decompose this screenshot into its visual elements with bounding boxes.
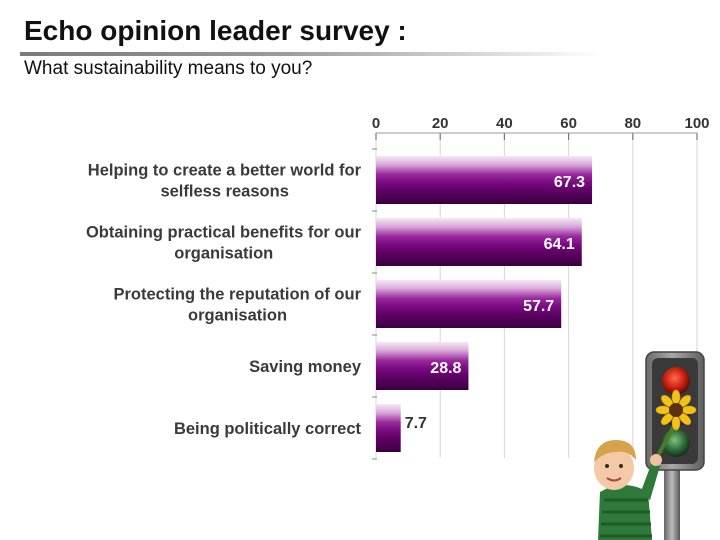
x-tick-label: 60 [560,115,577,132]
x-axis-ticks: 0 20 40 60 80 100 [372,115,710,460]
page-subtitle: What sustainability means to you? [24,58,313,79]
category-label: Obtaining practical benefits for our [86,224,362,242]
category-label: selfless reasons [160,183,288,201]
category-label: Being politically correct [174,420,362,438]
category-label: Saving money [249,358,362,376]
page-title: Echo opinion leader survey : [24,15,407,46]
bars: 67.3 64.1 57.7 28.8 7.7 [376,156,593,452]
title-underline [20,52,600,56]
category-labels: Helping to create a better world for self… [86,162,362,439]
x-tick-label: 100 [684,115,709,132]
sunflower-icon [648,389,697,471]
bar-value-label: 67.3 [554,174,585,191]
child-icon [594,440,662,540]
bar-value-label: 28.8 [430,360,461,377]
category-label: organisation [174,245,273,263]
bar-value-label: 57.7 [523,298,554,315]
bar-value-label: 7.7 [405,415,427,432]
x-tick-label: 40 [496,115,513,132]
x-tick-label: 0 [372,115,380,132]
bar-value-label: 64.1 [544,236,575,253]
bar [376,280,562,328]
bar [376,342,469,390]
bar [376,156,593,204]
category-label: Protecting the reputation of our [114,286,362,304]
category-label: organisation [188,307,287,325]
x-tick-label: 80 [624,115,641,132]
category-label: Helping to create a better world for [88,162,362,180]
bar [376,218,582,266]
bar [376,404,401,452]
x-tick-label: 20 [432,115,449,132]
traffic-light-icon [645,351,705,540]
